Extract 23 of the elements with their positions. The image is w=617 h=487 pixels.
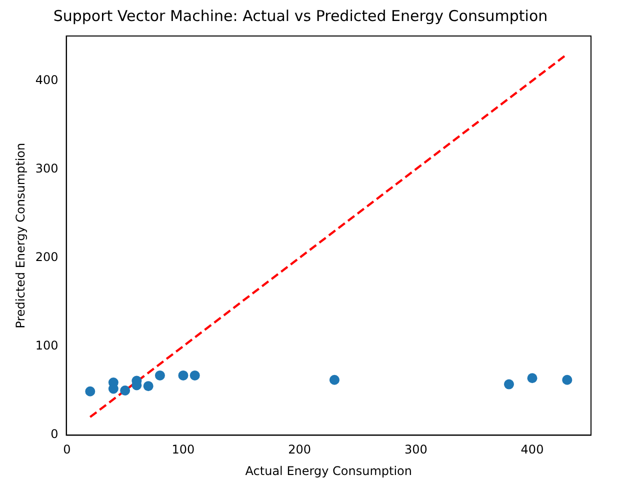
point	[143, 381, 154, 392]
chart-title: Support Vector Machine: Actual vs Predicted Energy Consumption	[53, 6, 548, 25]
x-tick-label: 200	[288, 442, 312, 457]
y-tick-label: 200	[35, 250, 58, 264]
y-tick-label: 400	[35, 72, 58, 87]
point	[562, 374, 572, 385]
point	[178, 370, 188, 380]
point	[120, 386, 130, 396]
point	[154, 370, 165, 380]
x-tick-label: 400	[520, 442, 544, 457]
x-tick-label: 0	[63, 442, 71, 457]
point	[329, 374, 340, 385]
point	[504, 379, 514, 390]
x-tick-label: 300	[404, 442, 428, 457]
point	[527, 373, 538, 384]
point	[190, 370, 200, 380]
y-axis-title: Predicted Energy Consumption	[13, 142, 28, 328]
y-tick-label: 0	[50, 426, 58, 441]
point	[85, 386, 96, 396]
x-tick-label: 100	[172, 442, 195, 457]
x-axis-title: Actual Energy Consumption	[245, 464, 412, 478]
y-tick-label: 300	[35, 161, 58, 176]
y-tick-label: 100	[35, 338, 58, 352]
